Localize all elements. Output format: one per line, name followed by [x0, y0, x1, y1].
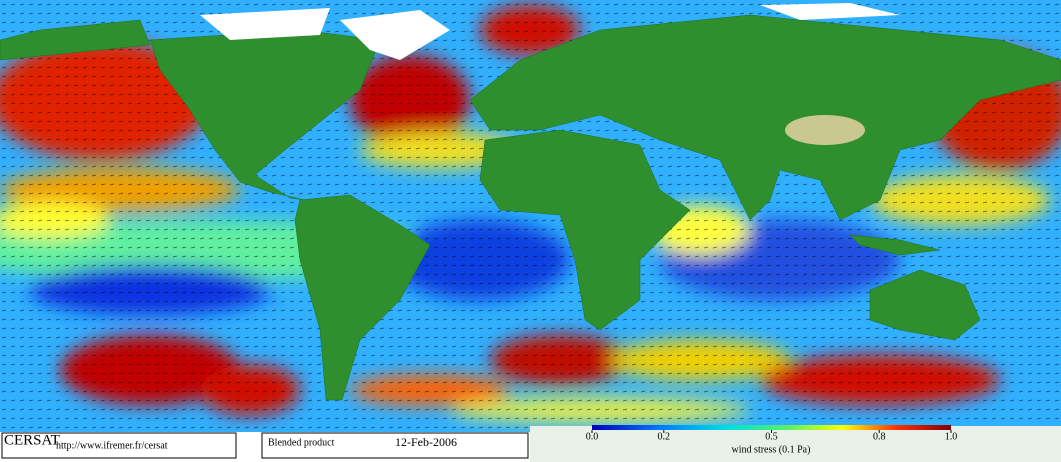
product: Blended product — [268, 437, 335, 448]
date: 12-Feb-2006 — [395, 435, 457, 449]
antarctica-strip — [530, 426, 1061, 462]
colorbar-tick-label: 0.8 — [873, 431, 886, 442]
logo: CERSAT — [4, 432, 60, 448]
legend-title: wind stress (0.1 Pa) — [732, 444, 811, 455]
colorbar-tick-label: 1.0 — [945, 431, 958, 442]
url: http://www.ifremer.fr/cersat — [56, 440, 168, 451]
colorbar-tick-label: 0.0 — [586, 431, 599, 442]
colorbar — [592, 425, 951, 430]
colorbar-tick-label: 0.5 — [765, 431, 778, 442]
footer-box — [261, 432, 529, 459]
ice — [200, 3, 900, 145]
colorbar-tick-label: 0.2 — [658, 431, 671, 442]
land — [0, 14, 1061, 401]
footer-box — [1, 432, 237, 459]
